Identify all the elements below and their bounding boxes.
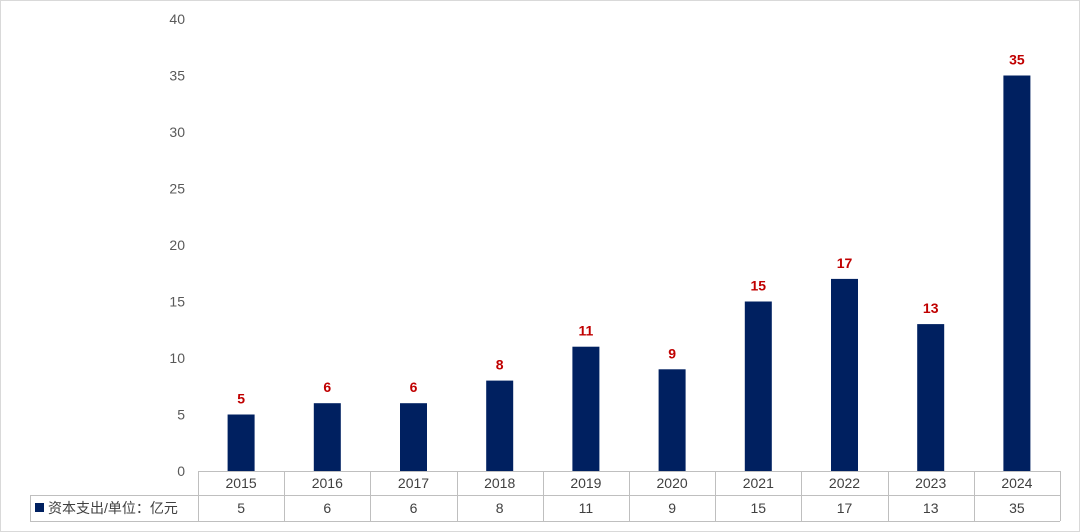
- x-tick-label: 2024: [1001, 475, 1032, 491]
- y-tick-label: 35: [169, 68, 185, 84]
- table-value-cell: 8: [496, 500, 504, 516]
- bars: [227, 75, 1031, 471]
- bar: [572, 346, 600, 471]
- x-tick-label: 2017: [398, 475, 429, 491]
- x-tick-label: 2019: [570, 475, 601, 491]
- y-axis: 0 5 10 15 20 25 30 35 40: [169, 11, 185, 479]
- data-label: 35: [1009, 52, 1025, 68]
- bar: [1003, 75, 1031, 471]
- table-value-cell: 17: [837, 500, 853, 516]
- y-tick-label: 0: [177, 463, 185, 479]
- table-value-cell: 9: [668, 500, 676, 516]
- x-tick-label: 2016: [312, 475, 343, 491]
- bar: [917, 324, 945, 471]
- table-value-cell: 6: [410, 500, 418, 516]
- data-label: 11: [578, 323, 593, 339]
- bar: [227, 414, 255, 471]
- data-label: 5: [237, 391, 245, 407]
- data-label: 15: [751, 278, 767, 294]
- x-tick-label: 2015: [226, 475, 257, 491]
- bar: [313, 403, 341, 471]
- table-value-cell: 35: [1009, 500, 1025, 516]
- data-label: 6: [323, 379, 331, 395]
- x-tick-label: 2020: [657, 475, 688, 491]
- x-tick-label: 2021: [743, 475, 774, 491]
- table-value-cell: 15: [751, 500, 767, 516]
- y-tick-label: 40: [169, 11, 185, 27]
- legend-swatch: [35, 503, 44, 512]
- x-tick-label: 2018: [484, 475, 515, 491]
- bar: [486, 380, 514, 471]
- bar: [831, 278, 858, 471]
- y-tick-label: 30: [169, 124, 185, 140]
- bar: [744, 301, 772, 471]
- table-value-cell: 5: [237, 500, 245, 516]
- x-tick-label: 2022: [829, 475, 860, 491]
- table-value-cell: 11: [579, 500, 594, 516]
- x-tick-label: 2023: [915, 475, 946, 491]
- data-label: 9: [668, 345, 676, 361]
- bar: [400, 403, 427, 471]
- data-label: 8: [496, 357, 504, 373]
- data-label: 6: [410, 379, 418, 395]
- y-tick-label: 20: [169, 237, 185, 253]
- y-tick-label: 25: [169, 181, 185, 197]
- data-table: 2015 5 2016 6 2017 6 2018 8 2019 11 2020 9 2021 15 202…: [30, 471, 1061, 522]
- y-tick-label: 5: [177, 407, 185, 423]
- y-tick-label: 15: [169, 294, 185, 310]
- data-label: 13: [923, 300, 939, 316]
- data-label: 17: [837, 255, 853, 271]
- data-labels: 5 6 6 8 11 9 15 17 13 35: [237, 52, 1025, 407]
- table-value-cell: 13: [923, 500, 939, 516]
- table-value-cell: 6: [323, 500, 331, 516]
- bar: [658, 369, 686, 471]
- legend-label: 资本支出/单位：亿元: [48, 500, 178, 516]
- y-tick-label: 10: [169, 350, 185, 366]
